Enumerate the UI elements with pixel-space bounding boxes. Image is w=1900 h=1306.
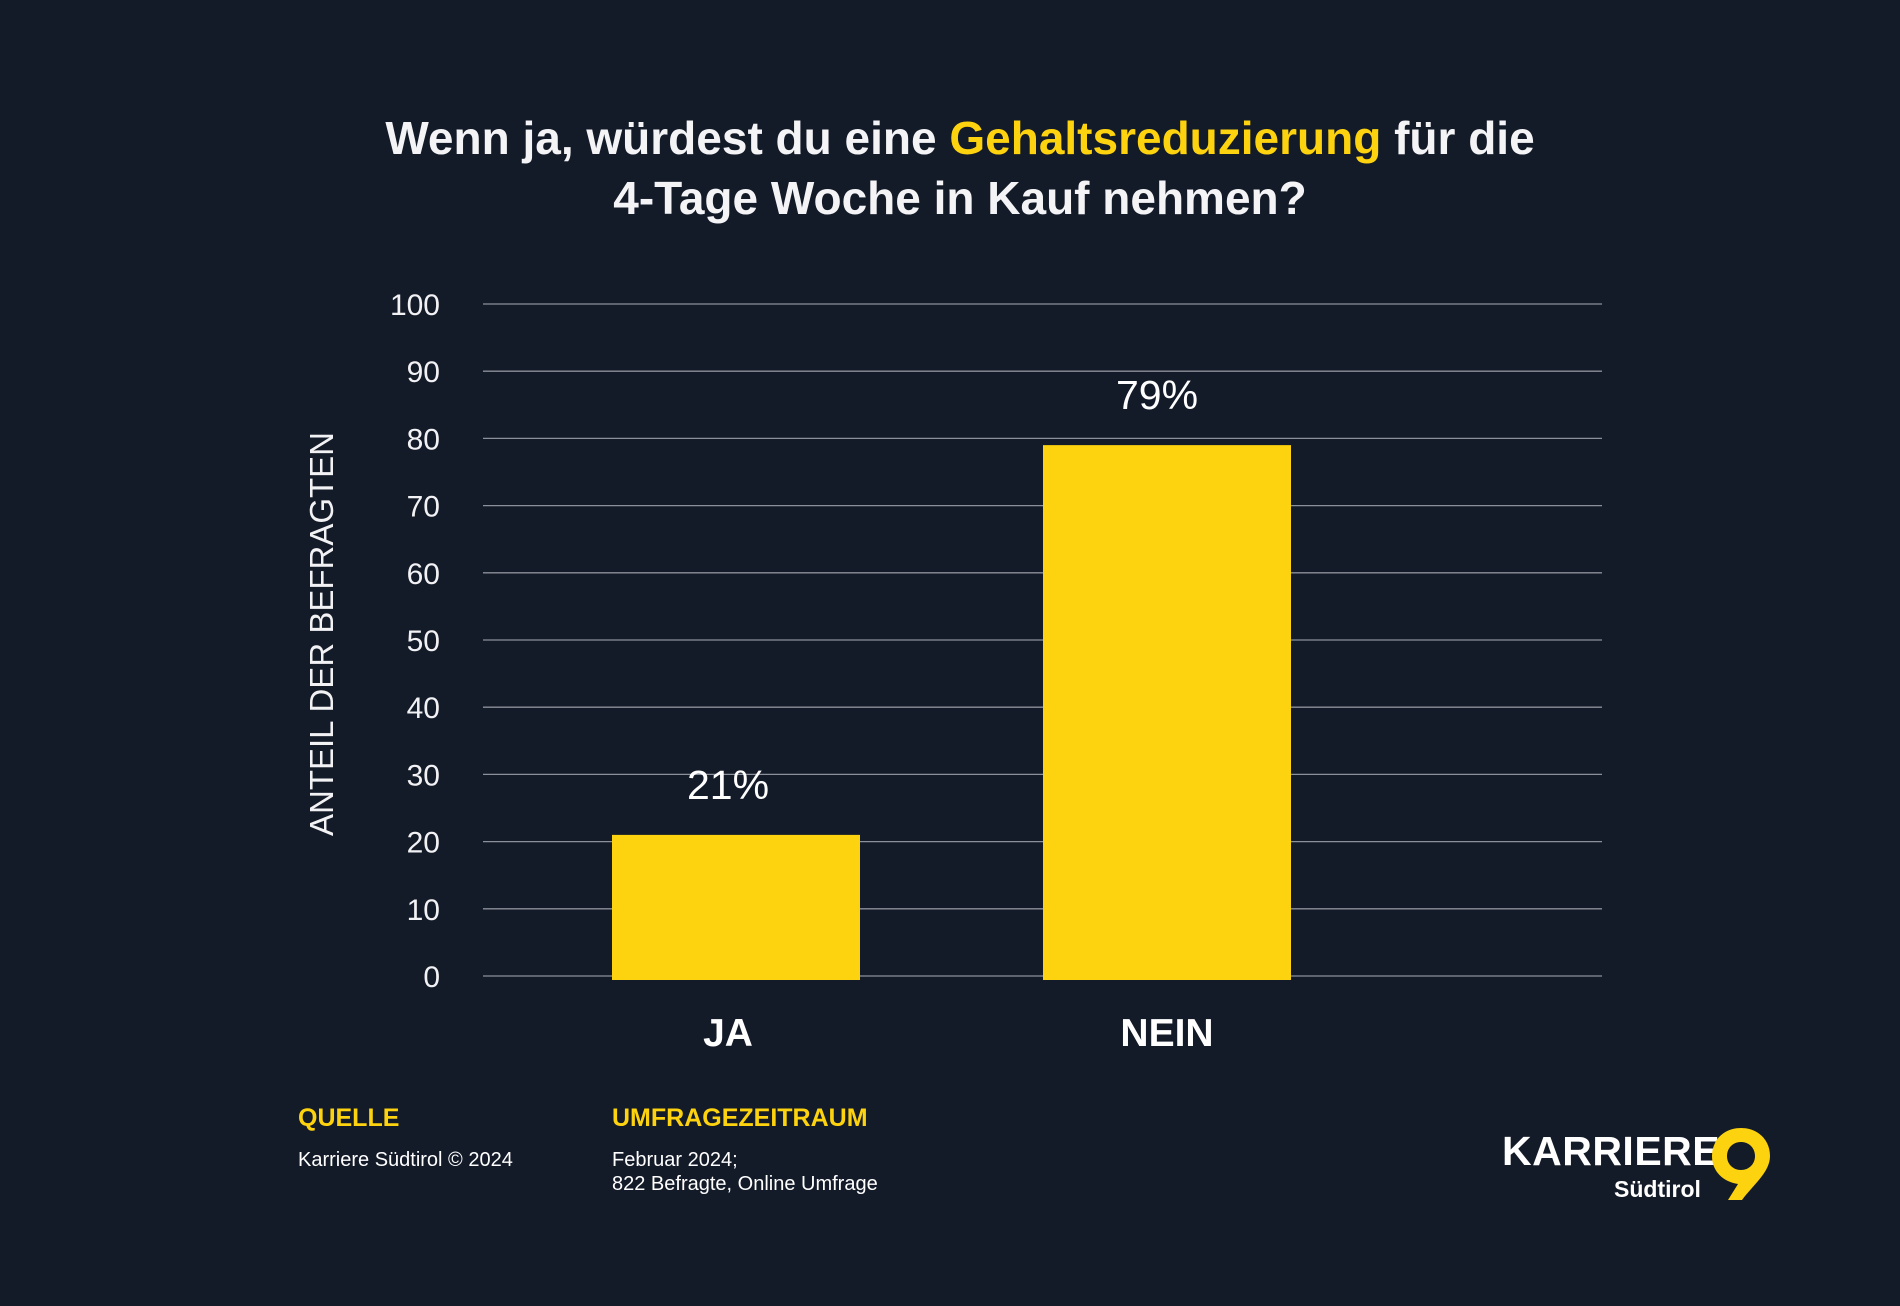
- y-tick-label: 0: [423, 961, 440, 994]
- y-tick-label: 90: [407, 356, 440, 389]
- y-tick-label: 60: [407, 558, 440, 591]
- y-tick-label: 100: [390, 289, 440, 322]
- title-line1-post: für die: [1381, 112, 1535, 164]
- title-line2: 4-Tage Woche in Kauf nehmen?: [613, 172, 1307, 224]
- bar-ja: [612, 834, 860, 980]
- y-tick-label: 70: [407, 491, 440, 524]
- x-tick-label: NEIN: [1120, 1012, 1213, 1055]
- period-label: UMFRAGEZEITRAUM: [612, 1104, 868, 1132]
- title-line1-pre: Wenn ja, würdest du eine: [385, 112, 950, 164]
- bar-chart: 0 10 20 30 40 50 60 70 80 90 100 ANTEIL DER BEFRAGT…: [303, 289, 1602, 1055]
- location-pin-icon: [1712, 1128, 1770, 1200]
- logo-wordmark: KARRIERE: [1502, 1128, 1721, 1174]
- y-tick-label: 40: [407, 692, 440, 725]
- y-tick-label: 80: [407, 423, 440, 456]
- y-tick-label: 50: [407, 625, 440, 658]
- bar-nein: [1043, 445, 1291, 980]
- y-axis-title: ANTEIL DER BEFRAGTEN: [303, 432, 340, 836]
- source-text: Karriere Südtirol © 2024: [298, 1149, 513, 1171]
- y-tick-label: 20: [407, 827, 440, 860]
- period-line1: Februar 2024;: [612, 1149, 738, 1171]
- data-label: 21%: [687, 762, 769, 808]
- y-tick-label: 10: [407, 894, 440, 927]
- data-label: 79%: [1116, 372, 1198, 418]
- title-highlight: Gehaltsreduzierung: [949, 112, 1382, 164]
- chart-title: Wenn ja, würdest du eine Gehaltsreduzier…: [0, 108, 1900, 228]
- source-label: QUELLE: [298, 1104, 400, 1132]
- logo-subtitle: Südtirol: [1614, 1176, 1701, 1202]
- period-text: Februar 2024; 822 Befragte, Online Umfra…: [612, 1148, 878, 1196]
- y-tick-label: 30: [407, 759, 440, 792]
- period-line2: 822 Befragte, Online Umfrage: [612, 1173, 878, 1195]
- x-tick-label: JA: [703, 1012, 753, 1055]
- karriere-suedtirol-logo: KARRIERE Südtirol: [1490, 1120, 1780, 1210]
